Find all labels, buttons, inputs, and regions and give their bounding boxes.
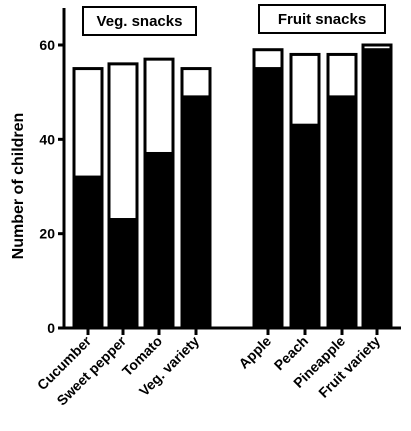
y-axis-title: Number of children — [10, 113, 27, 260]
bar-bottom-segment — [252, 67, 284, 330]
y-tick-label: 20 — [39, 226, 55, 242]
bar-bottom-segment — [143, 151, 175, 330]
bar-bottom-segment — [107, 218, 139, 330]
y-tick-label: 60 — [39, 37, 55, 53]
y-ticks: 0 20 40 60 — [39, 37, 64, 336]
group-labels: Veg. snacks Fruit snacks — [82, 4, 386, 36]
bar-bottom-segment — [326, 95, 358, 330]
bar-bottom-segment — [72, 175, 104, 330]
group-label: Fruit snacks — [278, 11, 366, 28]
bar-bottom-segment — [289, 123, 321, 330]
bar-bottom-segment — [180, 95, 212, 330]
group-label-box — [82, 6, 197, 36]
axes — [62, 8, 401, 330]
y-tick-label: 40 — [39, 131, 55, 147]
bars — [72, 43, 393, 330]
group-label: Veg. snacks — [97, 13, 183, 30]
x-tick-label: Apple — [235, 333, 274, 372]
group-label-box — [258, 4, 386, 34]
y-tick-label: 0 — [47, 320, 55, 336]
bar-bottom-segment — [361, 48, 393, 330]
